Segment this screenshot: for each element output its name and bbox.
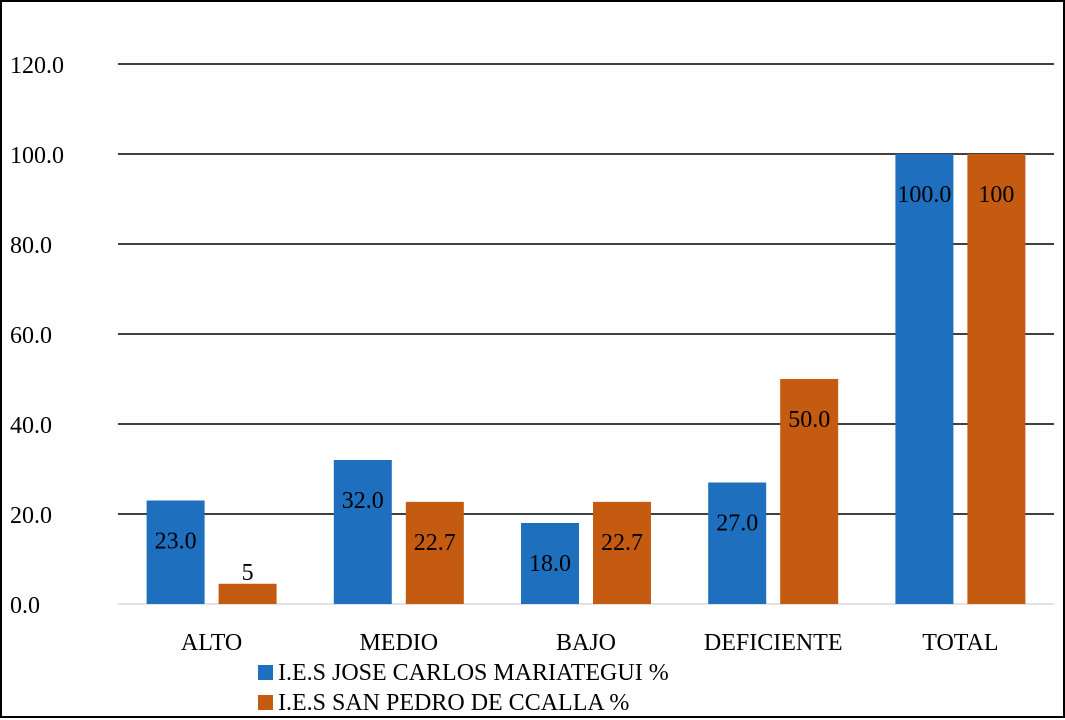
data-label: 27.0 — [716, 511, 758, 537]
data-label: 18.0 — [529, 551, 571, 577]
y-tick-label: 80.0 — [10, 233, 52, 259]
y-tick-label: 40.0 — [10, 413, 52, 439]
legend-label: I.E.S JOSE CARLOS MARIATEGUI % — [278, 660, 669, 686]
legend: I.E.S JOSE CARLOS MARIATEGUI % I.E.S SAN … — [258, 660, 669, 716]
y-tick-label: 120.0 — [10, 53, 64, 79]
category-label: MEDIO — [359, 630, 438, 656]
legend-swatch — [258, 665, 273, 680]
bar-san-pedro-de-ccalla-alto — [218, 583, 277, 604]
data-labels: 23.0 5 32.0 22.7 18.0 22.7 27.0 50.0 100.0 100 — [155, 182, 1015, 586]
y-tick-label: 100.0 — [10, 143, 64, 169]
data-label: 50.0 — [788, 407, 830, 433]
bar-jose-carlos-mariategui-bajo — [521, 523, 579, 604]
y-tick-label: 60.0 — [10, 323, 52, 349]
x-axis-categories: ALTO MEDIO BAJO DEFICIENTE TOTAL — [181, 630, 999, 656]
bar-san-pedro-de-ccalla-bajo — [593, 501, 651, 604]
y-tick-label: 20.0 — [10, 503, 52, 529]
category-label: BAJO — [556, 630, 616, 656]
bar-san-pedro-de-ccalla-deficiente — [780, 379, 839, 604]
data-label: 5 — [242, 560, 254, 586]
data-label: 32.0 — [342, 488, 384, 514]
data-label: 22.7 — [414, 530, 456, 556]
data-label: 100 — [978, 182, 1014, 208]
bar-jose-carlos-mariategui-total — [895, 154, 954, 604]
data-label: 23.0 — [155, 529, 197, 555]
data-label: 100.0 — [897, 182, 951, 208]
category-label: DEFICIENTE — [704, 630, 843, 656]
bars — [146, 154, 1026, 604]
bar-jose-carlos-mariategui-deficiente — [708, 482, 767, 604]
bar-san-pedro-de-ccalla-medio — [405, 501, 464, 604]
gridlines — [118, 63, 1054, 605]
category-label: ALTO — [181, 630, 242, 656]
legend-swatch — [258, 695, 273, 710]
data-label: 22.7 — [601, 530, 643, 556]
y-axis-ticks: 0.0 20.0 40.0 60.0 80.0 100.0 120.0 — [10, 53, 64, 619]
category-label: TOTAL — [922, 630, 998, 656]
bar-san-pedro-de-ccalla-total — [967, 154, 1026, 604]
y-tick-label: 0.0 — [10, 593, 40, 619]
bar-jose-carlos-mariategui-alto — [146, 500, 205, 604]
legend-label: I.E.S SAN PEDRO DE CCALLA % — [278, 690, 629, 716]
bar-jose-carlos-mariategui-medio — [333, 460, 392, 604]
